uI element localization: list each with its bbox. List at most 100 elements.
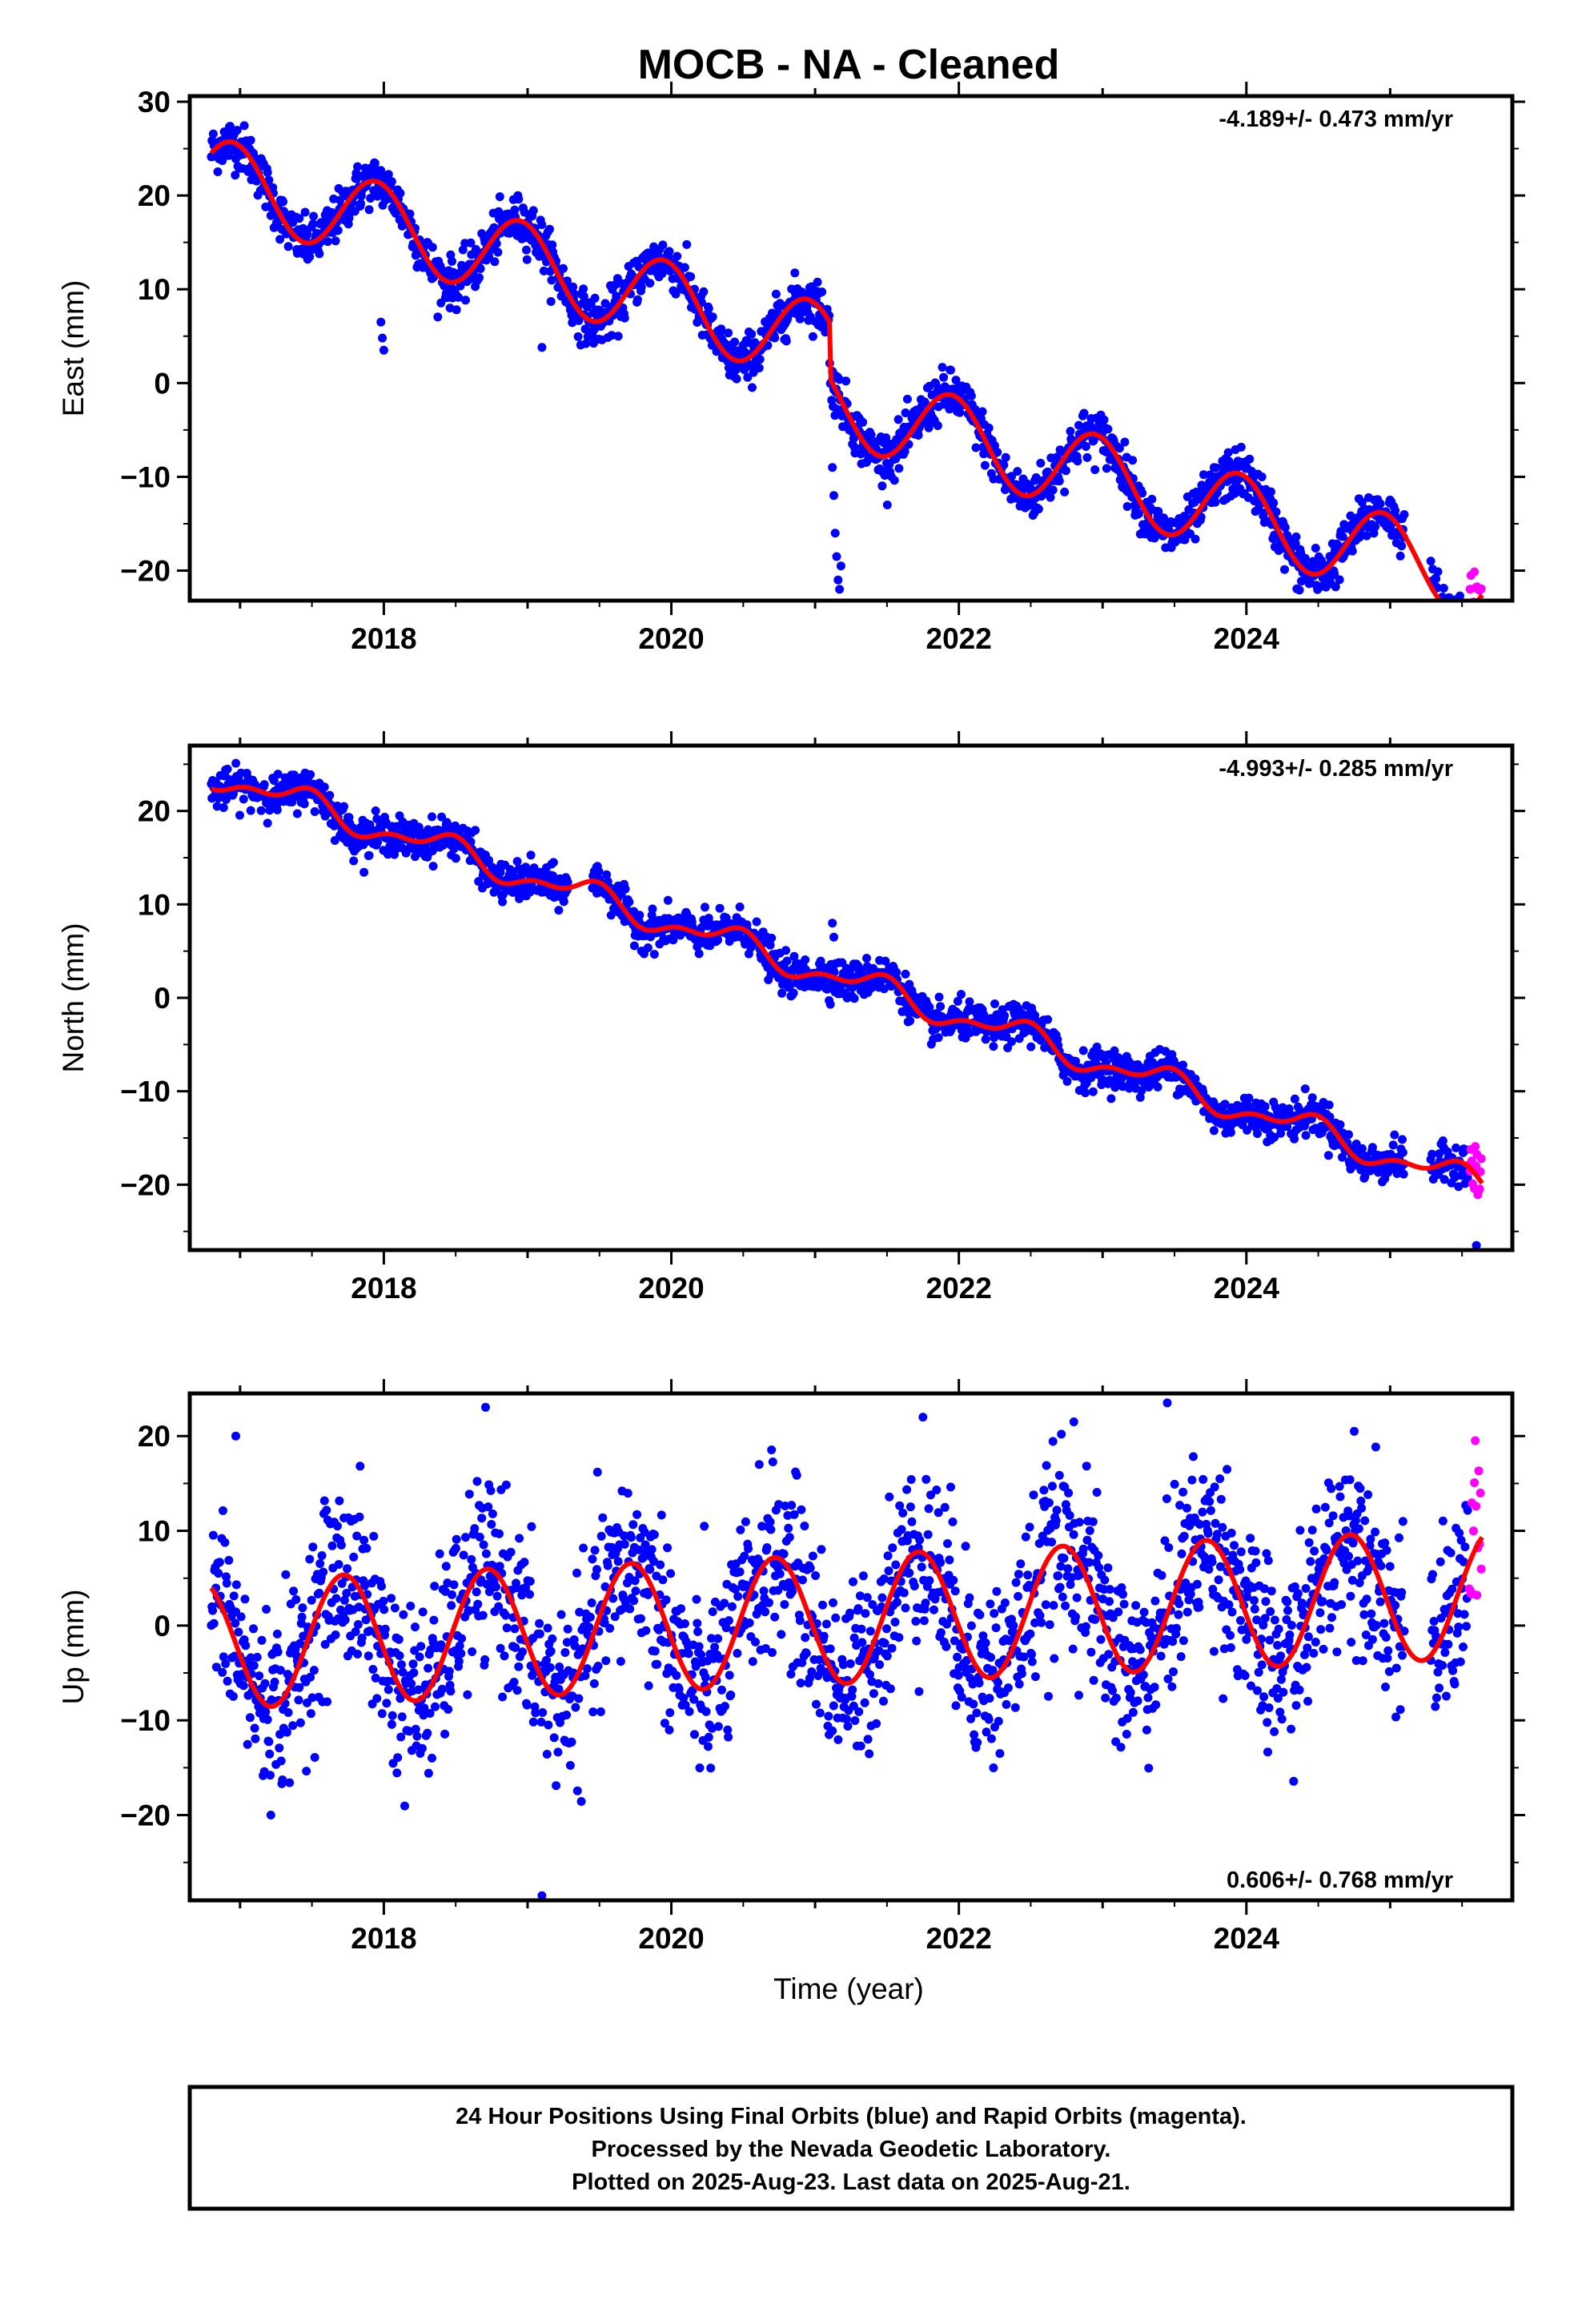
data-point [584, 1622, 594, 1632]
data-point [934, 1033, 943, 1043]
data-point [704, 1732, 713, 1742]
data-point [393, 1753, 403, 1763]
rapid-point [1476, 1154, 1486, 1164]
data-point [461, 1533, 470, 1542]
data-point [860, 1698, 869, 1707]
data-point [528, 206, 538, 215]
data-point [567, 1737, 576, 1747]
data-point [249, 1661, 259, 1671]
data-point [383, 1685, 393, 1695]
data-point [858, 1571, 868, 1581]
data-point [652, 1571, 661, 1581]
data-point [510, 1624, 520, 1634]
data-point [291, 1594, 301, 1604]
data-point [1153, 1082, 1162, 1092]
data-point [1435, 605, 1443, 613]
data-point [515, 1534, 524, 1543]
data-point [710, 1642, 720, 1652]
data-point [645, 1565, 655, 1574]
data-point [685, 1707, 694, 1716]
data-point [707, 1634, 717, 1643]
data-point [331, 1630, 340, 1639]
data-point [866, 430, 876, 440]
data-point [643, 943, 652, 952]
data-point [905, 1016, 915, 1026]
data-point [454, 1657, 464, 1666]
data-point [359, 1535, 369, 1545]
data-point [644, 1681, 653, 1691]
data-point [752, 917, 761, 927]
data-point [1071, 1056, 1080, 1066]
data-point [509, 1678, 519, 1687]
data-point [701, 1673, 710, 1682]
data-point [339, 1595, 349, 1605]
data-point [592, 1565, 601, 1574]
data-point [219, 1652, 228, 1662]
data-point [408, 1659, 418, 1669]
data-point [514, 195, 524, 204]
data-point [475, 1532, 484, 1542]
data-point [893, 415, 903, 424]
data-point [433, 312, 443, 322]
data-point [362, 1543, 371, 1553]
data-point [939, 372, 949, 382]
data-point [479, 1540, 488, 1550]
data-point [1128, 456, 1138, 465]
data-point [607, 331, 616, 340]
data-point [1043, 1015, 1053, 1024]
north-plot-area [207, 758, 1486, 1250]
data-point [979, 1010, 989, 1019]
data-point [634, 1545, 644, 1554]
data-point [428, 243, 437, 252]
data-point [428, 812, 436, 822]
data-point [682, 239, 692, 249]
data-point [459, 1550, 468, 1560]
data-point [980, 460, 990, 470]
data-point [221, 1659, 231, 1668]
data-point [934, 992, 944, 1002]
data-point [629, 941, 639, 951]
data-point [490, 257, 500, 267]
data-point [213, 167, 223, 176]
data-point [795, 314, 805, 324]
data-point [735, 903, 745, 911]
data-point [382, 1699, 391, 1708]
rapid-point [1468, 613, 1476, 622]
data-point [751, 1637, 760, 1647]
data-point [307, 1595, 316, 1605]
data-point [371, 806, 380, 815]
data-point [925, 1003, 934, 1012]
data-point [1046, 493, 1055, 502]
data-point [1390, 1130, 1399, 1140]
data-point [613, 1557, 623, 1566]
data-point [270, 1677, 279, 1687]
data-point [605, 1623, 615, 1633]
data-point [1457, 605, 1466, 613]
data-point [464, 1490, 474, 1499]
data-point [801, 955, 810, 964]
data-point [845, 1608, 854, 1618]
data-point [315, 1559, 325, 1568]
data-point [697, 1650, 706, 1659]
data-point [539, 266, 548, 275]
data-point [522, 1700, 532, 1710]
data-point [1147, 494, 1157, 504]
data-point [665, 247, 674, 256]
data-point [333, 1522, 342, 1531]
data-point [849, 1633, 859, 1642]
data-point [1456, 617, 1465, 626]
data-point [579, 292, 588, 301]
data-point [250, 1723, 259, 1733]
data-point [672, 1671, 681, 1680]
data-point [396, 1732, 406, 1742]
data-point [701, 903, 709, 912]
outlier-point [830, 529, 840, 538]
data-point [496, 867, 505, 877]
data-point [308, 1542, 318, 1552]
data-point [418, 1607, 428, 1617]
data-point [416, 1642, 426, 1651]
data-point [394, 1634, 404, 1644]
data-point [572, 1786, 582, 1795]
data-point [1464, 625, 1472, 633]
